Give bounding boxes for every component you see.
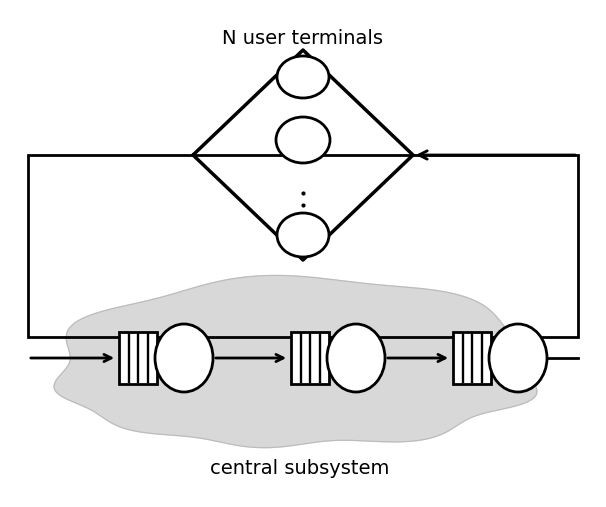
Bar — [28, 155, 578, 337]
Ellipse shape — [489, 324, 547, 392]
Bar — [291, 332, 329, 384]
Ellipse shape — [277, 56, 329, 98]
Ellipse shape — [155, 324, 213, 392]
Ellipse shape — [327, 324, 385, 392]
Bar — [453, 332, 491, 384]
Bar — [119, 332, 157, 384]
Polygon shape — [54, 275, 537, 448]
Ellipse shape — [276, 117, 330, 163]
Text: central subsystem: central subsystem — [210, 458, 390, 478]
Ellipse shape — [277, 213, 329, 257]
Text: N user terminals: N user terminals — [222, 28, 384, 48]
